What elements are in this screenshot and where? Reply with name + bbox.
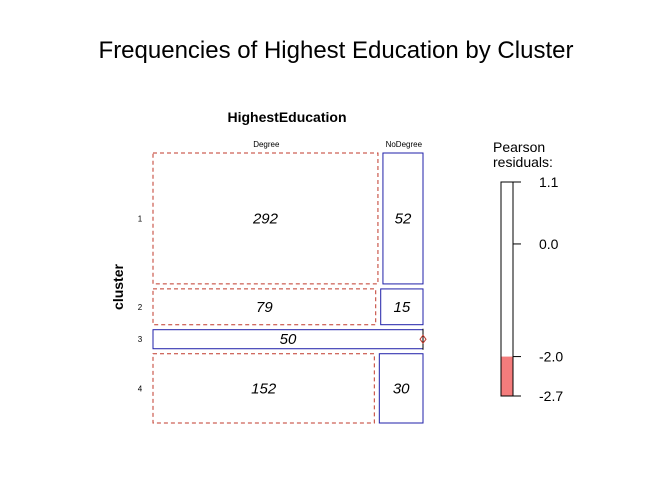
row-label: 3	[138, 335, 143, 344]
mosaic-cell	[380, 288, 424, 326]
row-label: 2	[138, 303, 143, 312]
cell-count-label: 50	[280, 331, 297, 348]
column-variable-title: HighestEducation	[227, 109, 346, 125]
residuals-legend: Pearson residuals: 1.1 0.0 -2.0 -2.7	[493, 139, 563, 404]
cell-count-label: 30	[393, 380, 410, 397]
cell-count-label: 152	[251, 380, 277, 397]
legend-tick-label: 0.0	[539, 236, 559, 252]
mosaic-cell	[152, 353, 375, 424]
legend-title-line-2: residuals:	[493, 154, 553, 170]
column-label: Degree	[253, 140, 280, 149]
row-label: 1	[138, 214, 143, 223]
cell-count-label: 79	[256, 299, 273, 316]
row-label: 4	[138, 384, 143, 393]
mosaic-cell	[382, 152, 424, 285]
zero-cell-marker	[419, 334, 427, 345]
row-variable-title: cluster	[110, 263, 126, 309]
legend-bar-frame	[500, 181, 514, 397]
column-labels: Degree NoDegree	[253, 140, 422, 149]
row-labels: 1 2 3 4	[138, 214, 143, 393]
legend-tick-label: -2.0	[539, 349, 563, 365]
mosaic-cell	[152, 152, 379, 285]
legend-shaded-band	[501, 356, 513, 396]
legend-title-line-1: Pearson	[493, 139, 545, 155]
mosaic-cell	[152, 288, 377, 326]
legend-ticks: 1.1 0.0 -2.0 -2.7	[513, 174, 563, 404]
legend-tick-label: 1.1	[539, 174, 559, 190]
legend-tick-label: -2.7	[539, 388, 563, 404]
mosaic-cells: 292 52 79 15 50 152 30	[152, 152, 427, 424]
legend-color-bar	[500, 181, 514, 397]
mosaic-cell	[378, 353, 424, 424]
column-label: NoDegree	[386, 140, 423, 149]
cell-count-label: 292	[252, 210, 279, 227]
chart-title: Frequencies of Highest Education by Clus…	[99, 37, 574, 64]
cell-count-label: 52	[395, 210, 412, 227]
cell-count-label: 15	[394, 299, 411, 316]
